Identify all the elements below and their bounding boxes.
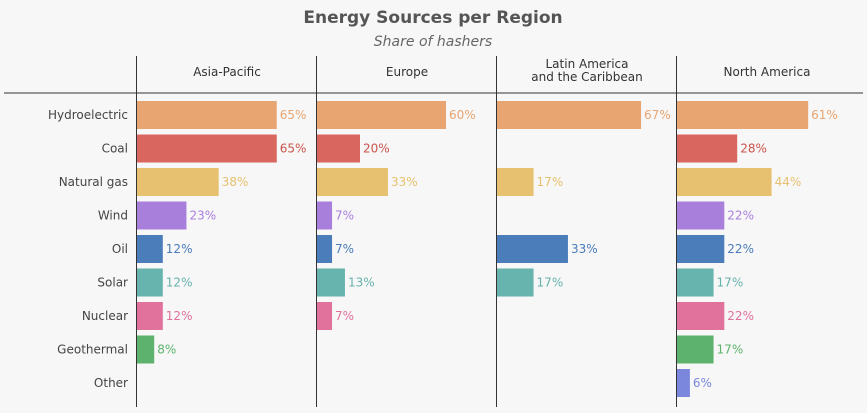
value-label-north-america-solar: 17% [717,276,744,290]
value-label-asia-pacific-nuclear: 12% [166,309,193,323]
value-label-asia-pacific-wind: 23% [189,209,216,223]
bar-asia-pacific-oil [137,235,163,263]
bar-europe-hydroelectric [317,101,446,129]
bar-latin-america-and-the-caribbean-natural-gas [497,168,534,196]
bar-latin-america-and-the-caribbean-solar [497,268,534,297]
value-label-asia-pacific-solar: 12% [166,276,193,290]
category-label-coal: Coal [102,142,128,156]
bar-asia-pacific-natural-gas [137,168,219,196]
value-label-north-america-oil: 22% [727,242,754,256]
bar-north-america-wind [677,201,725,230]
bars: 65% 65% 38% 23% 12% 12% 12% 8% 60% 20% 33% 7% 7% 13% 7… [137,101,838,397]
region-header-north-america: North America [724,65,811,79]
bar-north-america-nuclear [677,302,725,330]
value-label-europe-wind: 7% [335,209,354,223]
bar-north-america-natural-gas [677,168,772,196]
chart-frame [4,56,863,407]
value-label-latin-america-and-the-caribbean-hydroelectric: 67% [644,108,671,122]
value-label-north-america-coal: 28% [740,142,767,156]
bar-latin-america-and-the-caribbean-oil [497,235,568,263]
value-label-europe-oil: 7% [335,242,354,256]
bar-north-america-geothermal [677,335,714,364]
bar-asia-pacific-wind [137,201,187,230]
value-label-asia-pacific-natural-gas: 38% [222,175,249,189]
category-label-natural-gas: Natural gas [59,175,128,189]
value-label-latin-america-and-the-caribbean-oil: 33% [571,242,598,256]
value-label-europe-natural-gas: 33% [391,175,418,189]
region-header-latin-america-and-the-caribbean: Latin America and the Caribbean [531,57,642,84]
category-label-nuclear: Nuclear [82,309,128,323]
value-label-north-america-wind: 22% [727,209,754,223]
bar-asia-pacific-hydroelectric [137,101,277,129]
bar-north-america-coal [677,134,738,163]
value-label-europe-hydroelectric: 60% [449,108,476,122]
bar-europe-natural-gas [317,168,388,196]
value-label-latin-america-and-the-caribbean-natural-gas: 17% [537,175,564,189]
category-label-hydroelectric: Hydroelectric [48,108,128,122]
category-label-solar: Solar [97,276,128,290]
bar-europe-nuclear [317,302,333,330]
value-label-north-america-geothermal: 17% [717,343,744,357]
region-header-asia-pacific: Asia-Pacific [193,65,261,79]
bar-north-america-oil [677,235,725,263]
value-label-asia-pacific-geothermal: 8% [157,343,176,357]
value-label-europe-coal: 20% [363,142,390,156]
bar-latin-america-and-the-caribbean-hydroelectric [497,101,642,129]
value-label-asia-pacific-oil: 12% [166,242,193,256]
category-label-geothermal: Geothermal [57,343,128,357]
region-headers: Asia-Pacific Europe Latin America and the C… [193,57,810,84]
bar-asia-pacific-geothermal [137,335,155,364]
bar-europe-solar [317,268,345,297]
value-label-north-america-other: 6% [693,376,712,390]
value-label-europe-nuclear: 7% [335,309,354,323]
category-label-oil: Oil [112,242,128,256]
bar-north-america-solar [677,268,714,297]
value-label-asia-pacific-coal: 65% [280,142,307,156]
value-label-asia-pacific-hydroelectric: 65% [280,108,307,122]
category-label-other: Other [94,376,128,390]
value-label-europe-solar: 13% [348,276,375,290]
value-label-latin-america-and-the-caribbean-solar: 17% [537,276,564,290]
region-header-europe: Europe [386,65,428,79]
bar-europe-oil [317,235,333,263]
bar-north-america-hydroelectric [677,101,809,129]
value-label-north-america-nuclear: 22% [727,309,754,323]
bar-europe-coal [317,134,360,163]
value-label-north-america-natural-gas: 44% [775,175,802,189]
bar-europe-wind [317,201,333,230]
bar-asia-pacific-coal [137,134,277,163]
category-label-wind: Wind [98,209,128,223]
bar-north-america-other [677,369,690,397]
bar-asia-pacific-solar [137,268,163,297]
bar-asia-pacific-nuclear [137,302,163,330]
chart-title: Energy Sources per Region [303,8,562,28]
value-label-north-america-hydroelectric: 61% [811,108,838,122]
category-labels: Hydroelectric Coal Natural gas Wind Oil Solar… [48,108,128,390]
chart-subtitle: Share of hashers [374,34,492,50]
